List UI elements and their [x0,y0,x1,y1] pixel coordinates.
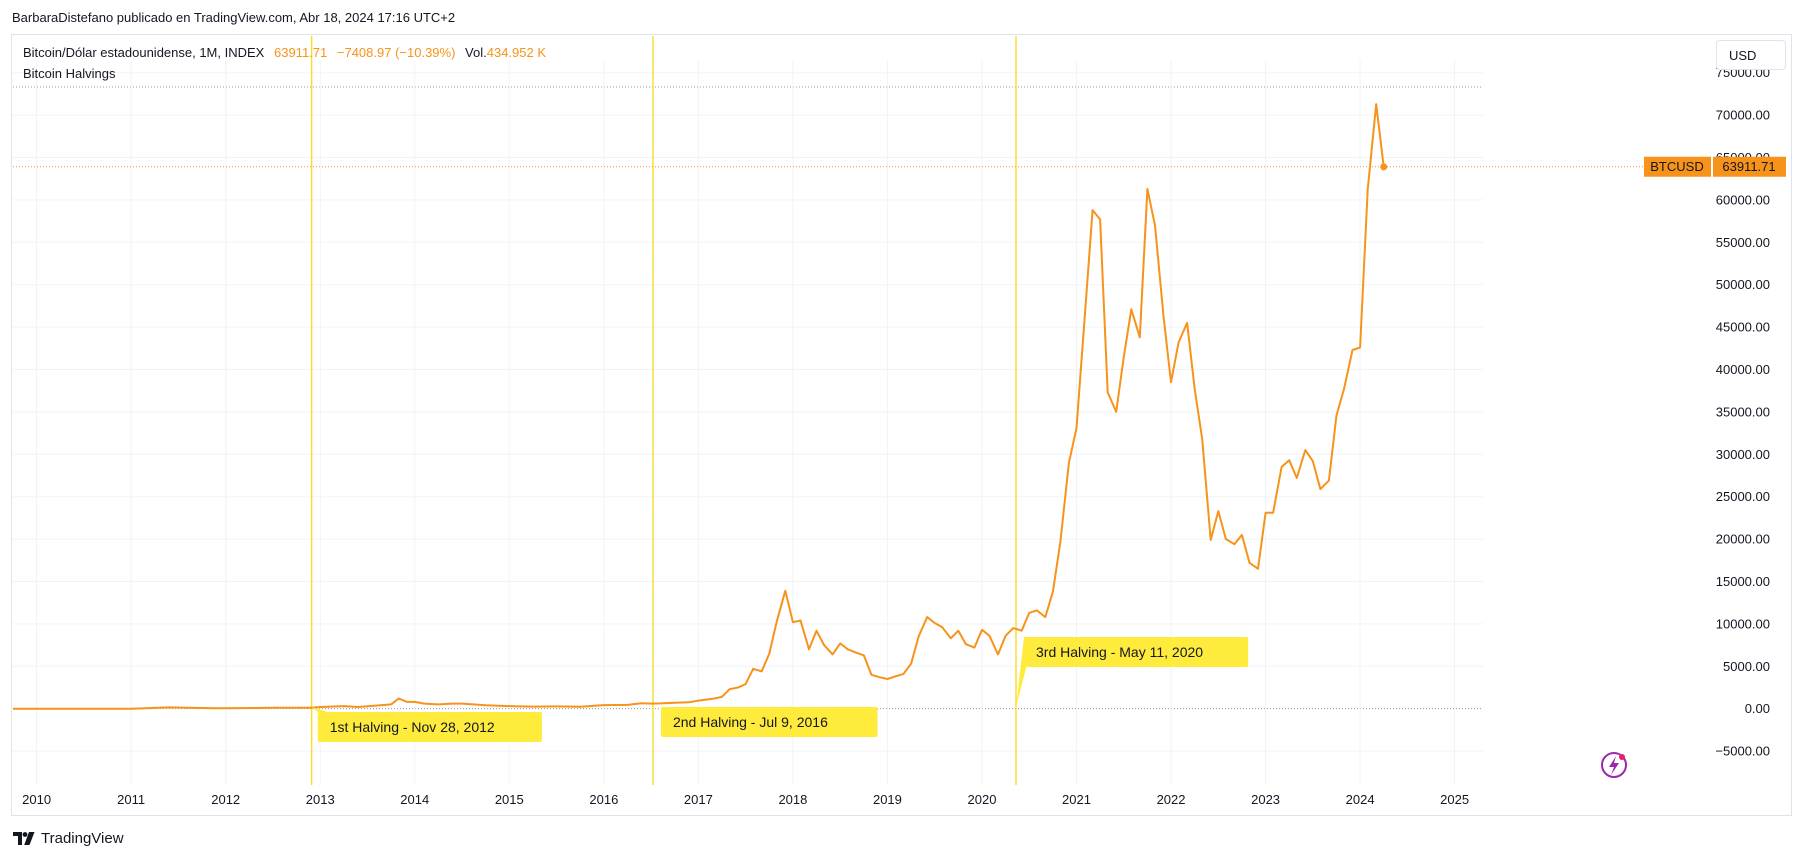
x-tick-label: 2011 [117,792,145,807]
x-tick-label: 2023 [1251,792,1280,807]
y-tick-label: 45000.00 [1716,320,1770,335]
published-header: BarbaraDistefano publicado en TradingVie… [12,10,456,25]
symbol-tag-label: BTCUSD [1650,159,1703,174]
y-tick-label: 70000.00 [1716,108,1770,123]
price-tag-label: 63911.71 [1722,159,1775,174]
x-tick-label: 2019 [873,792,902,807]
legend-change: −7408.97 (−10.39%) [336,45,456,60]
x-tick-label: 2014 [400,792,429,807]
halving-label: 1st Halving - Nov 28, 2012 [330,719,495,735]
y-tick-label: 35000.00 [1716,404,1770,419]
halving-callout-box[interactable] [660,707,878,737]
notification-dot-icon [1619,754,1625,760]
x-tick-label: 2010 [22,792,51,807]
legend-vol-label: Vol. [465,45,487,60]
tradingview-icon [13,832,35,845]
y-tick-label: 30000.00 [1716,447,1770,462]
last-price-point [1380,163,1388,171]
y-tick-label: 25000.00 [1716,489,1770,504]
y-tick-label: 0.00 [1745,701,1770,716]
x-tick-label: 2021 [1062,792,1091,807]
halving-label: 3rd Halving - May 11, 2020 [1036,644,1203,660]
x-tick-label: 2018 [778,792,807,807]
halving-callout-pointer [311,706,328,712]
x-tick-label: 2017 [684,792,713,807]
tradingview-logo[interactable]: TradingView [13,830,124,847]
x-tick-label: 2012 [211,792,240,807]
x-tick-label: 2015 [495,792,524,807]
legend-vol-value: 434.952 K [486,45,547,60]
currency-button[interactable]: USD [1716,40,1786,70]
symbol-tag [1644,156,1711,177]
legend-indicator[interactable]: Bitcoin Halvings [23,66,116,81]
x-tick-label: 2013 [306,792,335,807]
y-tick-label: 20000.00 [1716,532,1770,547]
x-tick-label: 2022 [1157,792,1186,807]
y-tick-label: −5000.00 [1715,744,1770,759]
x-tick-label: 2020 [968,792,997,807]
y-tick-label: 55000.00 [1716,235,1770,250]
halving-label: 2nd Halving - Jul 9, 2016 [673,714,828,730]
legend-symbol[interactable]: Bitcoin/Dólar estadounidense, 1M, INDEX [23,45,265,60]
y-tick-label: 5000.00 [1723,659,1770,674]
legend-main: Bitcoin/Dólar estadounidense, 1M, INDEX … [23,45,552,60]
x-tick-label: 2025 [1440,792,1469,807]
y-tick-label: 10000.00 [1716,616,1770,631]
chart-frame [11,34,1792,816]
legend-last-price: 63911.71 [273,45,328,60]
lightning-bolt-icon [1609,756,1619,775]
lightning-badge-icon[interactable] [1601,752,1627,778]
x-tick-label: 2024 [1346,792,1375,807]
y-tick-label: 40000.00 [1716,362,1770,377]
price-line-series[interactable] [13,103,1385,710]
halving-callout-box[interactable] [317,712,542,742]
x-tick-label: 2016 [589,792,618,807]
halving-callout-box[interactable] [1024,637,1249,667]
price-tag [1713,156,1786,177]
y-tick-label: 15000.00 [1716,574,1770,589]
y-tick-label: 50000.00 [1716,277,1770,292]
y-tick-label: 60000.00 [1716,192,1770,207]
footer-brand: TradingView [41,830,124,847]
